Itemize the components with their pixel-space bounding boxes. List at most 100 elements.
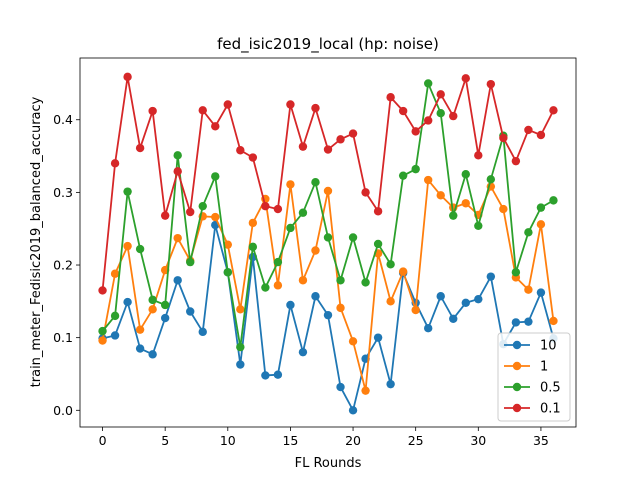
data-point: [198, 201, 207, 211]
data-point: [186, 307, 195, 316]
data-point: [248, 218, 258, 228]
y-tick-label: 0.0: [53, 403, 73, 418]
data-point: [148, 106, 157, 116]
data-point: [173, 276, 182, 285]
data-point: [286, 100, 295, 109]
y-tick-label: 0.4: [53, 112, 73, 127]
data-point: [261, 371, 270, 380]
x-axis: 0 5 10 15 20 25 30 35: [99, 427, 549, 448]
data-point: [524, 125, 533, 135]
data-point: [311, 103, 320, 113]
data-point: [311, 292, 320, 301]
data-point: [123, 72, 132, 82]
data-point: [211, 212, 220, 222]
data-point: [461, 74, 470, 83]
data-point: [436, 292, 445, 301]
data-point: [486, 272, 496, 281]
legend-label: 10: [540, 339, 557, 354]
data-point: [474, 151, 483, 160]
data-point: [148, 305, 157, 314]
data-point: [486, 175, 496, 184]
data-point: [398, 267, 408, 276]
legend-marker: [512, 382, 522, 392]
data-point: [536, 288, 546, 297]
data-point: [223, 240, 232, 249]
data-point: [424, 79, 433, 88]
data-point: [499, 133, 508, 143]
data-point: [160, 313, 170, 323]
series-0.5: [98, 79, 558, 352]
y-axis-label: train_meter_Fedisic2019_balanced_accurac…: [29, 96, 44, 387]
data-point: [186, 257, 195, 267]
y-tick-label: 0.3: [53, 185, 73, 200]
data-point: [536, 220, 546, 229]
data-point: [198, 106, 207, 115]
data-point: [311, 246, 320, 255]
data-point: [461, 170, 470, 179]
data-point: [286, 300, 295, 310]
data-point: [549, 316, 558, 326]
data-point: [98, 286, 107, 295]
data-point: [511, 268, 521, 277]
data-point: [436, 109, 445, 118]
data-point: [348, 337, 358, 346]
data-point: [424, 324, 433, 333]
data-point: [311, 178, 320, 187]
data-point: [135, 344, 145, 353]
data-point: [549, 196, 558, 205]
data-point: [248, 242, 258, 252]
data-point: [486, 79, 496, 89]
data-point: [123, 187, 132, 196]
data-point: [361, 188, 370, 197]
data-point: [98, 336, 107, 345]
data-point: [348, 233, 358, 242]
data-point: [211, 122, 220, 131]
data-point: [386, 297, 395, 306]
y-axis: 0.0 0.1 0.2 0.3 0.4: [53, 112, 80, 418]
data-point: [148, 350, 157, 359]
data-point: [173, 233, 182, 243]
legend-marker: [512, 340, 522, 350]
y-tick-label: 0.1: [53, 330, 73, 345]
legend-item: 0.5: [504, 381, 561, 396]
data-point: [536, 130, 546, 140]
data-point: [298, 276, 308, 285]
data-point: [286, 223, 295, 233]
data-point: [386, 260, 395, 269]
data-point: [386, 93, 395, 102]
x-tick-label: 15: [282, 433, 298, 448]
data-point: [211, 172, 220, 181]
data-point: [336, 382, 345, 392]
data-point: [536, 203, 546, 212]
data-point: [323, 145, 333, 154]
x-axis-label: FL Rounds: [295, 456, 362, 471]
plot-area: [80, 58, 576, 427]
data-point: [373, 207, 383, 216]
data-point: [148, 295, 157, 305]
legend-item: 1: [504, 360, 548, 375]
data-point: [323, 233, 333, 242]
data-point: [348, 406, 358, 415]
data-point: [236, 305, 245, 314]
x-tick-label: 5: [161, 433, 169, 448]
x-tick-label: 0: [99, 433, 107, 448]
data-point: [424, 116, 433, 125]
data-point: [524, 317, 533, 326]
x-tick-label: 20: [345, 433, 361, 448]
data-point: [336, 276, 345, 285]
data-point: [449, 211, 458, 220]
data-point: [436, 191, 445, 200]
data-point: [110, 269, 120, 278]
y-tick-label: 0.2: [53, 258, 73, 273]
x-tick-label: 25: [408, 433, 424, 448]
plot-background: [80, 58, 576, 427]
data-point: [398, 171, 408, 180]
data-point: [261, 283, 270, 292]
data-point: [198, 327, 207, 337]
chart-title: fed_isic2019_local (hp: noise): [217, 35, 439, 54]
data-point: [273, 281, 283, 290]
data-point: [173, 151, 182, 160]
data-point: [411, 305, 420, 315]
data-point: [336, 303, 345, 313]
data-point: [123, 241, 132, 251]
